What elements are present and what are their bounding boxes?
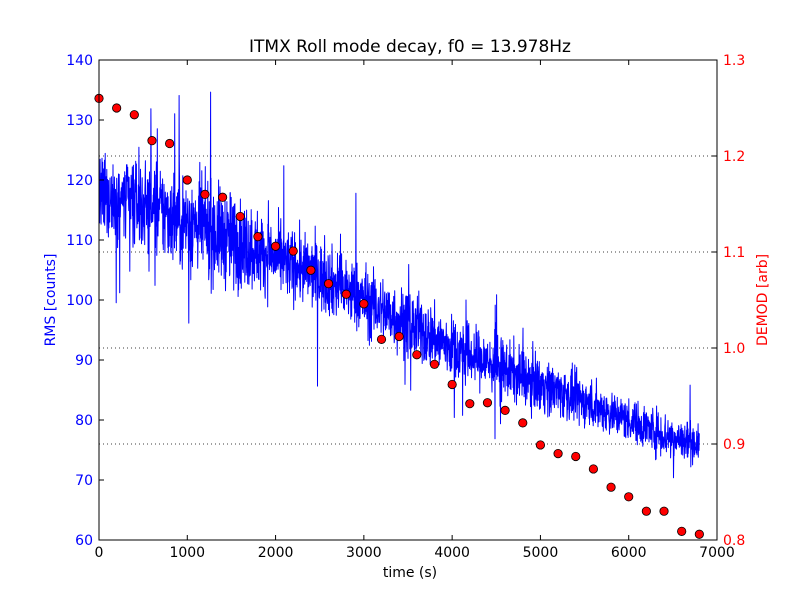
demod-point [694, 529, 704, 539]
demod-point [412, 350, 422, 360]
y-tick-label: 100 [66, 293, 93, 309]
x-tick-label: 3000 [346, 545, 382, 561]
axis-ticks: 0 1000 2000 3000 4000 5000 6000 7000 60 70 80 90 100… [66, 53, 745, 561]
demod-point [129, 110, 139, 120]
x-tick-label: 7000 [699, 545, 735, 561]
demod-point [500, 405, 510, 415]
x-tick-label: 1000 [169, 545, 205, 561]
demod-point [677, 526, 687, 536]
demod-point [288, 246, 298, 256]
demod-point [200, 189, 210, 199]
demod-point [165, 138, 175, 149]
y-tick-label: 120 [66, 173, 93, 189]
x-tick-label: 2000 [258, 545, 294, 561]
demod-point [394, 331, 404, 342]
demod-point [218, 192, 228, 202]
y-tick-label: 80 [75, 413, 93, 429]
demod-point [253, 232, 263, 242]
demod-point [359, 299, 369, 309]
x-tick-label: 6000 [611, 545, 647, 561]
demod-point [270, 241, 281, 251]
demod-point [482, 398, 493, 408]
y-tick-label: 70 [75, 473, 93, 489]
demod-point [235, 211, 245, 222]
y2-tick-label: 1.3 [723, 53, 745, 69]
y2-axis-label: DEMOD [arb] [755, 254, 771, 346]
y-tick-label: 130 [66, 113, 93, 129]
demod-point [306, 265, 316, 275]
demod-point [112, 103, 122, 113]
demod-point [624, 492, 634, 502]
demod-point [571, 451, 581, 462]
x-tick-label: 0 [95, 545, 104, 561]
demod-point [182, 175, 192, 185]
demod-point [535, 440, 546, 450]
y-tick-label: 60 [75, 533, 93, 549]
demod-point [518, 418, 528, 428]
demod-point [606, 482, 616, 492]
demod-point [641, 506, 651, 516]
x-axis-label: time (s) [383, 565, 437, 581]
demod-series [94, 93, 704, 539]
y2-tick-label: 1.2 [723, 149, 745, 165]
x-tick-label: 4000 [434, 545, 470, 561]
chart-title: ITMX Roll mode decay, f0 = 13.978Hz [249, 37, 571, 57]
rms-line [98, 91, 700, 479]
demod-point [376, 334, 387, 344]
demod-point [147, 136, 157, 146]
y2-tick-label: 1.1 [723, 245, 745, 261]
y2-tick-label: 0.9 [723, 437, 745, 453]
demod-point [659, 506, 669, 516]
x-tick-label: 5000 [523, 545, 559, 561]
demod-point [553, 448, 563, 459]
demod-point [465, 399, 475, 409]
y-tick-label: 90 [75, 353, 93, 369]
demod-point [447, 379, 457, 390]
y-tick-label: 140 [66, 53, 93, 69]
demod-point [429, 359, 440, 369]
y-tick-label: 110 [66, 233, 93, 249]
demod-point [588, 464, 599, 474]
demod-point [341, 289, 351, 299]
y2-tick-label: 0.8 [723, 533, 745, 549]
y-axis-label: RMS [counts] [43, 254, 59, 347]
rms-series [98, 91, 700, 479]
y2-tick-label: 1.0 [723, 341, 745, 357]
demod-point [323, 279, 334, 289]
